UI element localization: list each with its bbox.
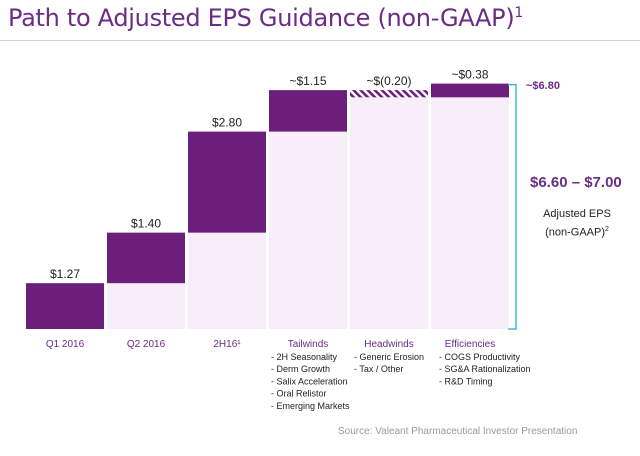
bar-q2-2016-value-label: $1.40: [131, 217, 161, 231]
bar-q1-2016-category-label: Q1 2016: [46, 339, 85, 350]
guidance-bracket: [508, 83, 517, 330]
bar-tailwinds-detail-item: - Derm Growth: [271, 364, 330, 374]
bar-headwinds-detail-item: - Generic Erosion: [354, 352, 424, 362]
bar-efficiencies-category-label: Efficiencies: [445, 339, 495, 350]
source-note: Source: Valeant Pharmaceutical Investor …: [338, 426, 578, 437]
bar-headwinds-base: [350, 97, 428, 329]
chart-title: Path to Adjusted EPS Guidance (non-GAAP)…: [8, 4, 524, 32]
bar-tailwinds-value-label: ~$1.15: [289, 74, 326, 88]
guidance-footnote: 2: [605, 226, 609, 233]
bar-2h16-base: [188, 232, 266, 329]
bar-efficiencies: [431, 83, 509, 98]
bar-headwinds: [350, 90, 428, 98]
bar-efficiencies-detail-item: - R&D Timing: [439, 376, 493, 386]
bar-headwinds-detail-item: - Tax / Other: [354, 364, 403, 374]
bar-headwinds-category-label: Headwinds: [364, 339, 413, 350]
bar-q1-2016: [26, 283, 104, 329]
total-eps-label: ~$6.80: [526, 80, 560, 92]
labels-layer: $1.27 Q1 2016 $1.40 Q2 2016 $2.80 2H16¹ ~$1.15…: [46, 68, 531, 411]
bar-tailwinds-detail-item: - Oral Relistor: [271, 389, 327, 399]
bar-tailwinds-base: [269, 131, 347, 329]
bar-2h16-category-label: 2H16¹: [213, 339, 241, 350]
guidance-desc-line1: Adjusted EPS: [543, 208, 611, 220]
bar-q1-2016-value-label: $1.27: [50, 267, 80, 281]
bar-tailwinds-detail-item: - Emerging Markets: [271, 401, 350, 411]
guidance-range-label: $6.60 – $7.00: [530, 174, 622, 191]
bar-efficiencies-detail-item: - COGS Productivity: [439, 352, 521, 362]
bracket-line: [508, 83, 517, 330]
bar-efficiencies-base: [431, 97, 509, 329]
bar-tailwinds-detail-item: - 2H Seasonality: [271, 352, 338, 362]
bar-tailwinds-category-label: Tailwinds: [288, 339, 329, 350]
bar-q2-2016-base: [107, 283, 185, 329]
bar-tailwinds: [269, 90, 347, 132]
bar-efficiencies-detail-item: - SG&A Rationalization: [439, 364, 531, 374]
bar-headwinds-value-label: ~$(0.20): [366, 74, 411, 88]
title-footnote: 1: [514, 5, 524, 21]
title-divider: [0, 40, 640, 41]
guidance-description: Adjusted EPS (non-GAAP)2: [520, 207, 634, 241]
bar-2h16-value-label: $2.80: [212, 116, 242, 130]
bar-tailwinds-detail-item: - Salix Acceleration: [271, 376, 348, 386]
bar-2h16: [188, 131, 266, 233]
bar-efficiencies-value-label: ~$0.38: [451, 68, 488, 82]
bars-layer: [26, 83, 509, 329]
bar-q2-2016: [107, 232, 185, 284]
guidance-desc-line2: (non-GAAP)2: [545, 226, 609, 239]
bar-q2-2016-category-label: Q2 2016: [127, 339, 166, 350]
